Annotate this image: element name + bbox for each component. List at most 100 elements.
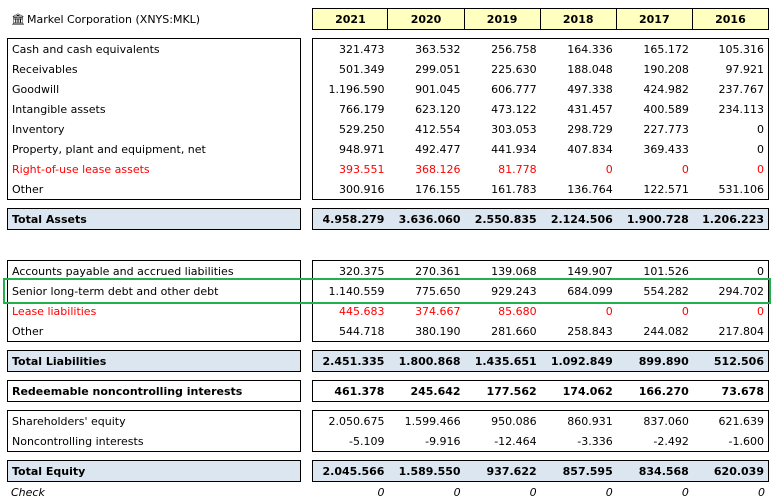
- asset-row: Inventory 529.250 412.554 303.053 298.729 227…: [7, 119, 769, 139]
- value-cell: 0: [453, 485, 461, 499]
- value-cell: 899.890: [616, 350, 693, 372]
- value-cell: 544.718: [312, 321, 389, 342]
- value-cell: 492.477: [415, 142, 461, 156]
- row-label: Accounts payable and accrued liabilities: [7, 260, 302, 281]
- value-cell: 245.642: [388, 380, 465, 402]
- value-cell: 0: [681, 485, 689, 499]
- check-row: Check 0 0 0 0 0 0: [7, 482, 769, 502]
- value-cell: -12.464: [464, 431, 541, 452]
- equity-row: Noncontrolling interests -5.109 -9.916 -12.…: [7, 431, 769, 452]
- value-cell: 299.051: [415, 62, 461, 76]
- spacer-row: [7, 372, 769, 380]
- value-cell: 837.060: [616, 410, 693, 431]
- value-cell: 948.971: [312, 139, 388, 159]
- value-cell: 393.551: [312, 159, 388, 179]
- spacer-row: [7, 342, 769, 350]
- value-cell: 860.931: [540, 410, 617, 431]
- value-cell: 294.702: [693, 281, 769, 301]
- value-cell: 139.068: [464, 260, 541, 281]
- value-cell: 621.639: [692, 410, 769, 431]
- value-cell: 0: [377, 485, 385, 499]
- asset-row: Receivables 501.349 299.051 225.630 188.048 1…: [7, 59, 769, 79]
- year-header: 2017: [616, 8, 693, 30]
- value-cell: 165.172: [616, 38, 693, 59]
- value-cell: 149.907: [540, 260, 617, 281]
- value-cell: 1.589.550: [388, 460, 465, 482]
- value-cell: 775.650: [415, 284, 461, 298]
- row-label: Right-of-use lease assets: [7, 159, 302, 179]
- spacer-row: [7, 230, 769, 260]
- value-cell: 303.053: [491, 122, 537, 136]
- header-row: 🏛︎ Markel Corporation (XNYS:MKL) 2021 202…: [7, 8, 769, 30]
- asset-row: Cash and cash equivalents 321.473 363.532 2…: [7, 38, 769, 59]
- row-label: Redeemable noncontrolling interests: [7, 380, 302, 402]
- row-label: Total Equity: [7, 460, 302, 482]
- total-liabilities-row: Total Liabilities 2.451.335 1.800.868 1.435…: [7, 350, 769, 372]
- value-cell: 227.773: [643, 122, 689, 136]
- value-cell: 0: [605, 162, 613, 176]
- value-cell: 1.196.590: [312, 79, 388, 99]
- row-label: Total Liabilities: [7, 350, 302, 372]
- value-cell: 320.375: [312, 260, 389, 281]
- spacer-row: [7, 200, 769, 208]
- value-cell: 0: [681, 162, 689, 176]
- value-cell: 441.934: [491, 142, 537, 156]
- value-cell: 407.834: [567, 142, 613, 156]
- value-cell: 937.622: [464, 460, 541, 482]
- value-cell: 1.206.223: [692, 208, 769, 230]
- value-cell: -2.492: [616, 431, 693, 452]
- value-cell: 298.729: [567, 122, 613, 136]
- value-cell: 81.778: [498, 162, 537, 176]
- value-cell: 1.140.559: [312, 281, 388, 301]
- value-cell: 929.243: [491, 284, 537, 298]
- value-cell: 2.550.835: [464, 208, 541, 230]
- value-cell: 2.050.675: [312, 410, 389, 431]
- company-title-text: Markel Corporation (XNYS:MKL): [26, 12, 201, 26]
- value-cell: 554.282: [643, 284, 689, 298]
- company-title: 🏛︎ Markel Corporation (XNYS:MKL): [7, 8, 301, 30]
- asset-row: Intangible assets 766.179 623.120 473.122 43…: [7, 99, 769, 119]
- value-cell: 188.048: [567, 62, 613, 76]
- value-cell: 461.378: [312, 380, 389, 402]
- value-cell: 97.921: [693, 59, 769, 79]
- value-cell: 73.678: [692, 380, 769, 402]
- value-cell: 0: [693, 139, 769, 159]
- value-cell: 1.435.651: [464, 350, 541, 372]
- value-cell: 766.179: [312, 99, 388, 119]
- value-cell: 174.062: [540, 380, 617, 402]
- row-label: Check: [11, 485, 45, 499]
- value-cell: 623.120: [415, 102, 461, 116]
- value-cell: 1.599.466: [388, 410, 465, 431]
- value-cell: 363.532: [388, 38, 465, 59]
- value-cell: 2.124.506: [540, 208, 617, 230]
- value-cell: 164.336: [540, 38, 617, 59]
- value-cell: 857.595: [540, 460, 617, 482]
- value-cell: 1.092.849: [540, 350, 617, 372]
- value-cell: 950.086: [464, 410, 541, 431]
- year-header: 2018: [540, 8, 617, 30]
- value-cell: 473.122: [491, 102, 537, 116]
- year-header: 2020: [388, 8, 465, 30]
- asset-row: Property, plant and equipment, net 948.97…: [7, 139, 769, 159]
- value-cell: 300.916: [312, 179, 389, 200]
- row-label: Cash and cash equivalents: [7, 38, 302, 59]
- row-label: Other: [7, 321, 302, 342]
- value-cell: 234.113: [693, 99, 769, 119]
- value-cell: 374.667: [415, 304, 461, 318]
- year-header: 2016: [692, 8, 769, 30]
- value-cell: 901.045: [415, 82, 461, 96]
- liability-row: Senior long-term debt and other debt 1.14…: [7, 281, 769, 301]
- value-cell: 529.250: [312, 119, 388, 139]
- total-equity-row: Total Equity 2.045.566 1.589.550 937.622 857…: [7, 460, 769, 482]
- value-cell: 101.526: [616, 260, 693, 281]
- value-cell: 0: [693, 119, 769, 139]
- row-label: Noncontrolling interests: [7, 431, 302, 452]
- redeemable-row: Redeemable noncontrolling interests 461.3…: [7, 380, 769, 402]
- spacer-row: [7, 452, 769, 460]
- row-label: Goodwill: [7, 79, 302, 99]
- value-cell: 176.155: [388, 179, 465, 200]
- value-cell: 0: [693, 159, 769, 179]
- value-cell: 105.316: [692, 38, 769, 59]
- value-cell: 412.554: [415, 122, 461, 136]
- value-cell: 445.683: [312, 301, 388, 321]
